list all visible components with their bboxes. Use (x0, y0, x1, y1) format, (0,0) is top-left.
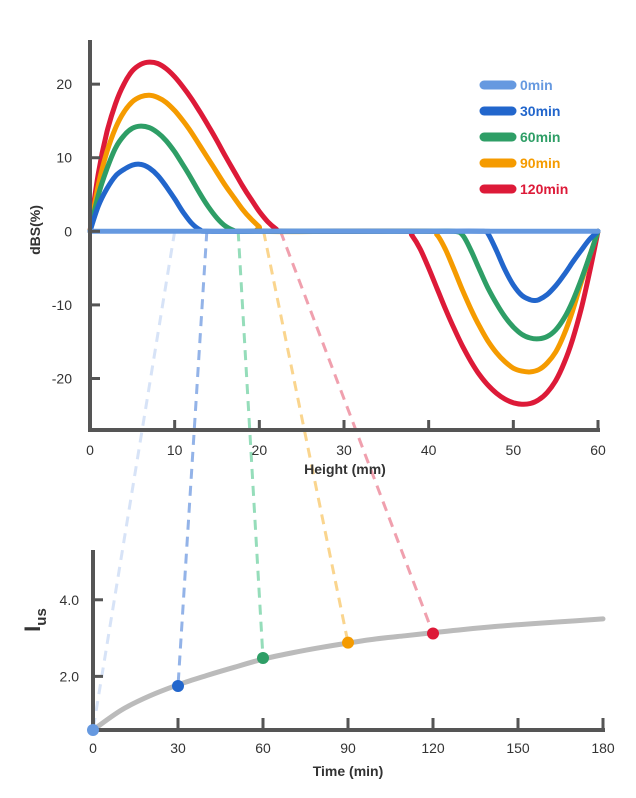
ius-point-60min (257, 652, 269, 664)
legend: 0min 30min 60min 90min 120min (479, 77, 568, 197)
dbs-x-tick-label: 10 (167, 442, 183, 458)
ius-data-points (87, 627, 439, 736)
dbs-y-tick-label: 20 (56, 76, 72, 92)
dbs-x-tick-label: 0 (86, 442, 94, 458)
connector-30min (176, 231, 209, 687)
dbs-y-tick-labels: 20 10 0 -10 -20 (52, 76, 72, 386)
ius-point-0min (87, 724, 99, 736)
legend-label-60min: 60min (520, 129, 560, 145)
ius-x-tick-label: 60 (255, 740, 271, 756)
dbs-y-tick-label: -20 (52, 370, 72, 386)
ius-y-axis-title: Ius (20, 608, 50, 632)
ius-x-tick-label: 180 (591, 740, 615, 756)
ius-x-tick-label: 0 (89, 740, 97, 756)
ius-x-tick-label: 30 (170, 740, 186, 756)
dbs-x-tick-label: 40 (421, 442, 437, 458)
dbs-x-tick-labels: 0 10 20 30 40 50 60 (86, 442, 606, 458)
ius-y-tick-label: 4.0 (60, 592, 80, 608)
dbs-x-tick-label: 60 (590, 442, 606, 458)
connector-60min (236, 231, 265, 659)
connector-0min (91, 231, 177, 731)
ius-point-90min (342, 636, 354, 649)
dbs-x-tick-label: 30 (336, 442, 352, 458)
connector-90min (262, 231, 350, 643)
ius-point-30min (172, 679, 184, 692)
dbs-x-tick-label: 20 (252, 442, 268, 458)
ius-x-axis-title: Time (min) (313, 763, 384, 779)
ius-x-tick-labels: 0 30 60 90 120 150 180 (89, 740, 615, 756)
dbs-x-axis-title: Height (mm) (304, 461, 386, 477)
dbs-x-tick-label: 50 (506, 442, 522, 458)
legend-label-90min: 90min (520, 155, 560, 171)
dbs-y-axis-title: dBS(%) (27, 205, 43, 255)
legend-label-120min: 120min (520, 181, 568, 197)
dbs-axes (88, 40, 600, 432)
ius-y-axis-title-main: I (20, 626, 45, 632)
legend-label-0min: 0min (520, 77, 553, 93)
ius-y-axis-title-sub: us (33, 608, 50, 626)
ius-x-tick-label: 150 (506, 740, 530, 756)
ius-chart: 0 30 60 90 120 150 180 2.0 4.0 Time (min) Ius (20, 550, 615, 779)
legend-label-30min: 30min (520, 103, 560, 119)
connector-lines (91, 230, 435, 731)
dbs-series-lines (87, 59, 601, 407)
ius-point-120min (427, 627, 439, 640)
ius-y-tick-labels: 2.0 4.0 (60, 592, 80, 685)
ius-x-tick-label: 90 (340, 740, 356, 756)
ius-x-tick-label: 120 (421, 740, 445, 756)
ius-y-tick-label: 2.0 (60, 668, 80, 684)
connector-120min (279, 230, 435, 635)
dbs-y-tick-label: -10 (52, 297, 72, 313)
dbs-y-tick-label: 10 (56, 150, 72, 166)
dbs-chart: 0 10 20 30 40 50 60 20 10 0 -10 -20 Height (mm) dB… (27, 40, 606, 477)
dbs-y-tick-label: 0 (64, 223, 72, 239)
